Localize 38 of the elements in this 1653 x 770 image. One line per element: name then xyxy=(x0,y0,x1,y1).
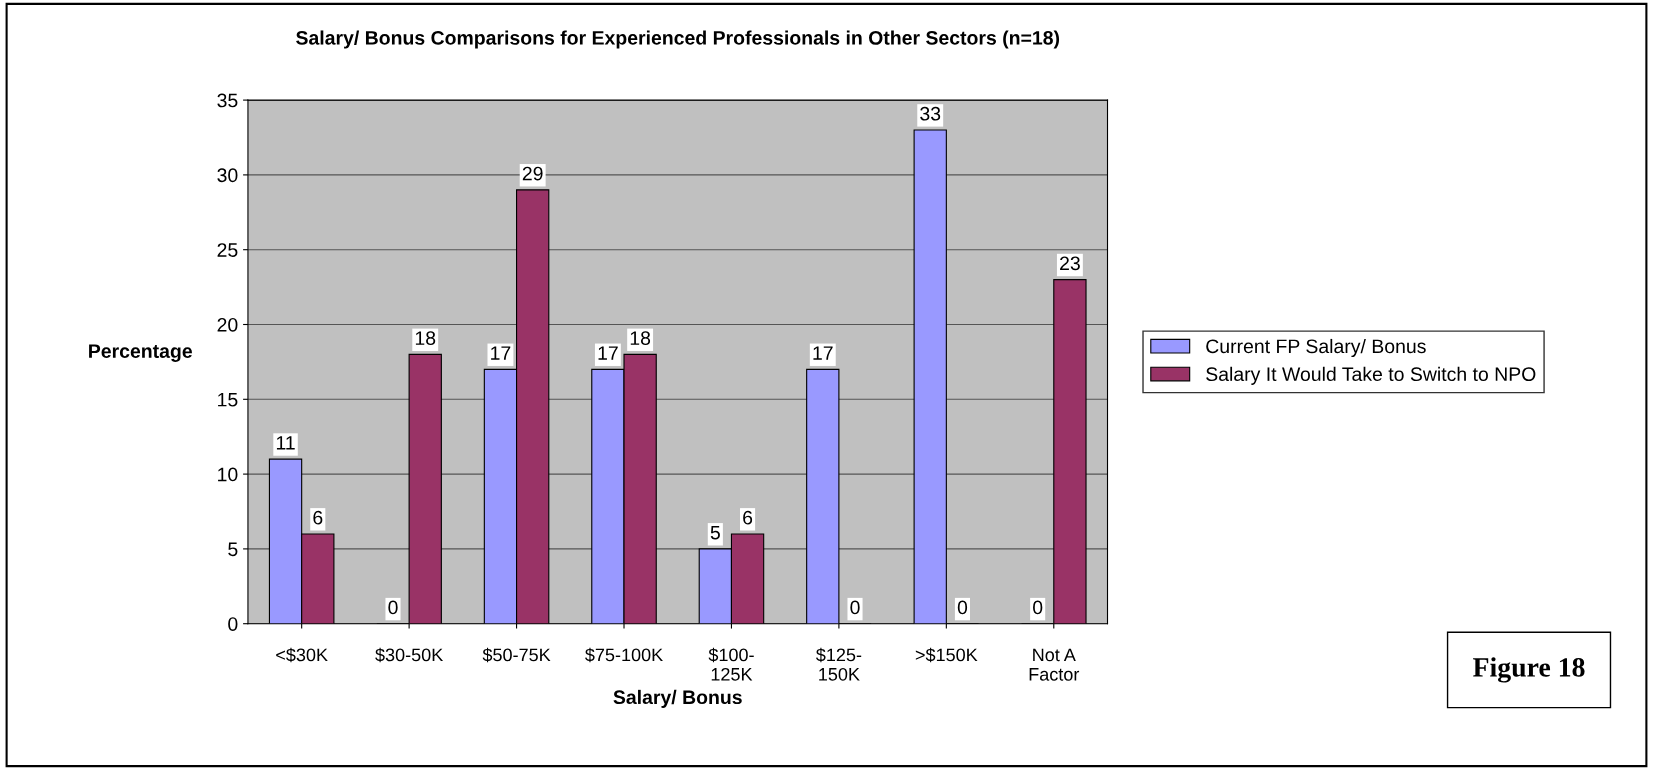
legend-label: Salary It Would Take to Switch to NPO xyxy=(1206,366,1536,385)
x-axis-title: Salary/ Bonus xyxy=(613,689,742,708)
x-tick-label: $50-75K xyxy=(482,647,551,663)
y-tick-label: 30 xyxy=(217,168,238,183)
x-tick-label: >$150K xyxy=(915,647,978,663)
data-label: 29 xyxy=(522,166,543,181)
x-tick-label: Not A Factor xyxy=(1029,648,1080,681)
x-tick-label: <$30K xyxy=(276,647,328,663)
data-label: 33 xyxy=(920,106,941,121)
caption: Figure 18 xyxy=(1473,657,1585,683)
data-label: 5 xyxy=(710,525,720,540)
x-tick-label: $125- 150K xyxy=(816,647,862,681)
y-tick-label: 20 xyxy=(217,317,238,332)
data-label: 6 xyxy=(313,510,323,525)
legend-label: Current FP Salary/ Bonus xyxy=(1206,338,1426,358)
x-tick-label: $100- 125K xyxy=(708,647,754,681)
data-label: 0 xyxy=(957,600,968,615)
x-tick-label: $30-50K xyxy=(375,647,444,663)
data-label: 0 xyxy=(388,600,398,615)
data-label: 0 xyxy=(1033,600,1043,615)
data-label: 17 xyxy=(598,346,618,360)
y-axis-title: Percentage xyxy=(89,344,192,362)
data-label: 0 xyxy=(850,600,860,615)
y-tick-label: 0 xyxy=(228,617,238,631)
y-tick-label: 35 xyxy=(217,93,238,108)
data-label: 17 xyxy=(813,346,833,360)
data-label: 23 xyxy=(1060,256,1080,271)
y-tick-label: 25 xyxy=(217,243,238,257)
data-label: 17 xyxy=(491,346,511,360)
x-tick-label: $75-100K xyxy=(585,647,663,663)
y-tick-label: 15 xyxy=(218,392,238,407)
data-label: 18 xyxy=(630,331,651,346)
data-label: 6 xyxy=(743,510,753,525)
y-tick-label: 10 xyxy=(218,467,238,482)
data-label: 11 xyxy=(276,436,295,450)
chart-title: Salary/ Bonus Comparisons for Experienced Professionals in Other Sectors (n=18) xyxy=(296,30,1060,49)
data-label: 18 xyxy=(415,331,436,346)
y-tick-label: 5 xyxy=(228,542,238,557)
